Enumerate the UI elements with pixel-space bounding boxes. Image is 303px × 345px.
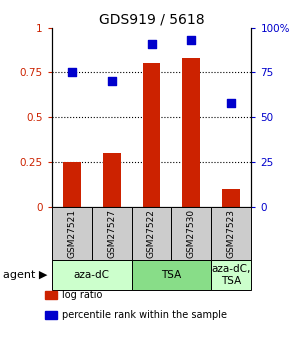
Text: GSM27523: GSM27523 — [227, 209, 236, 258]
Text: GSM27521: GSM27521 — [67, 209, 76, 258]
Text: GSM27530: GSM27530 — [187, 209, 196, 258]
Point — [149, 41, 154, 47]
Text: agent ▶: agent ▶ — [3, 270, 47, 280]
Bar — [182, 58, 201, 207]
Text: aza-dC,
TSA: aza-dC, TSA — [212, 264, 251, 286]
Point — [229, 100, 234, 106]
Bar — [102, 153, 121, 207]
Text: TSA: TSA — [161, 270, 181, 280]
Bar — [62, 162, 81, 207]
Text: log ratio: log ratio — [62, 290, 102, 300]
Text: GSM27522: GSM27522 — [147, 209, 156, 258]
Text: aza-dC: aza-dC — [74, 270, 109, 280]
Title: GDS919 / 5618: GDS919 / 5618 — [99, 12, 204, 27]
Text: GSM27527: GSM27527 — [107, 209, 116, 258]
Text: percentile rank within the sample: percentile rank within the sample — [62, 310, 227, 320]
Point — [189, 37, 194, 43]
Point — [69, 70, 74, 75]
Bar — [142, 63, 161, 207]
Point — [109, 79, 114, 84]
Bar — [222, 189, 241, 207]
